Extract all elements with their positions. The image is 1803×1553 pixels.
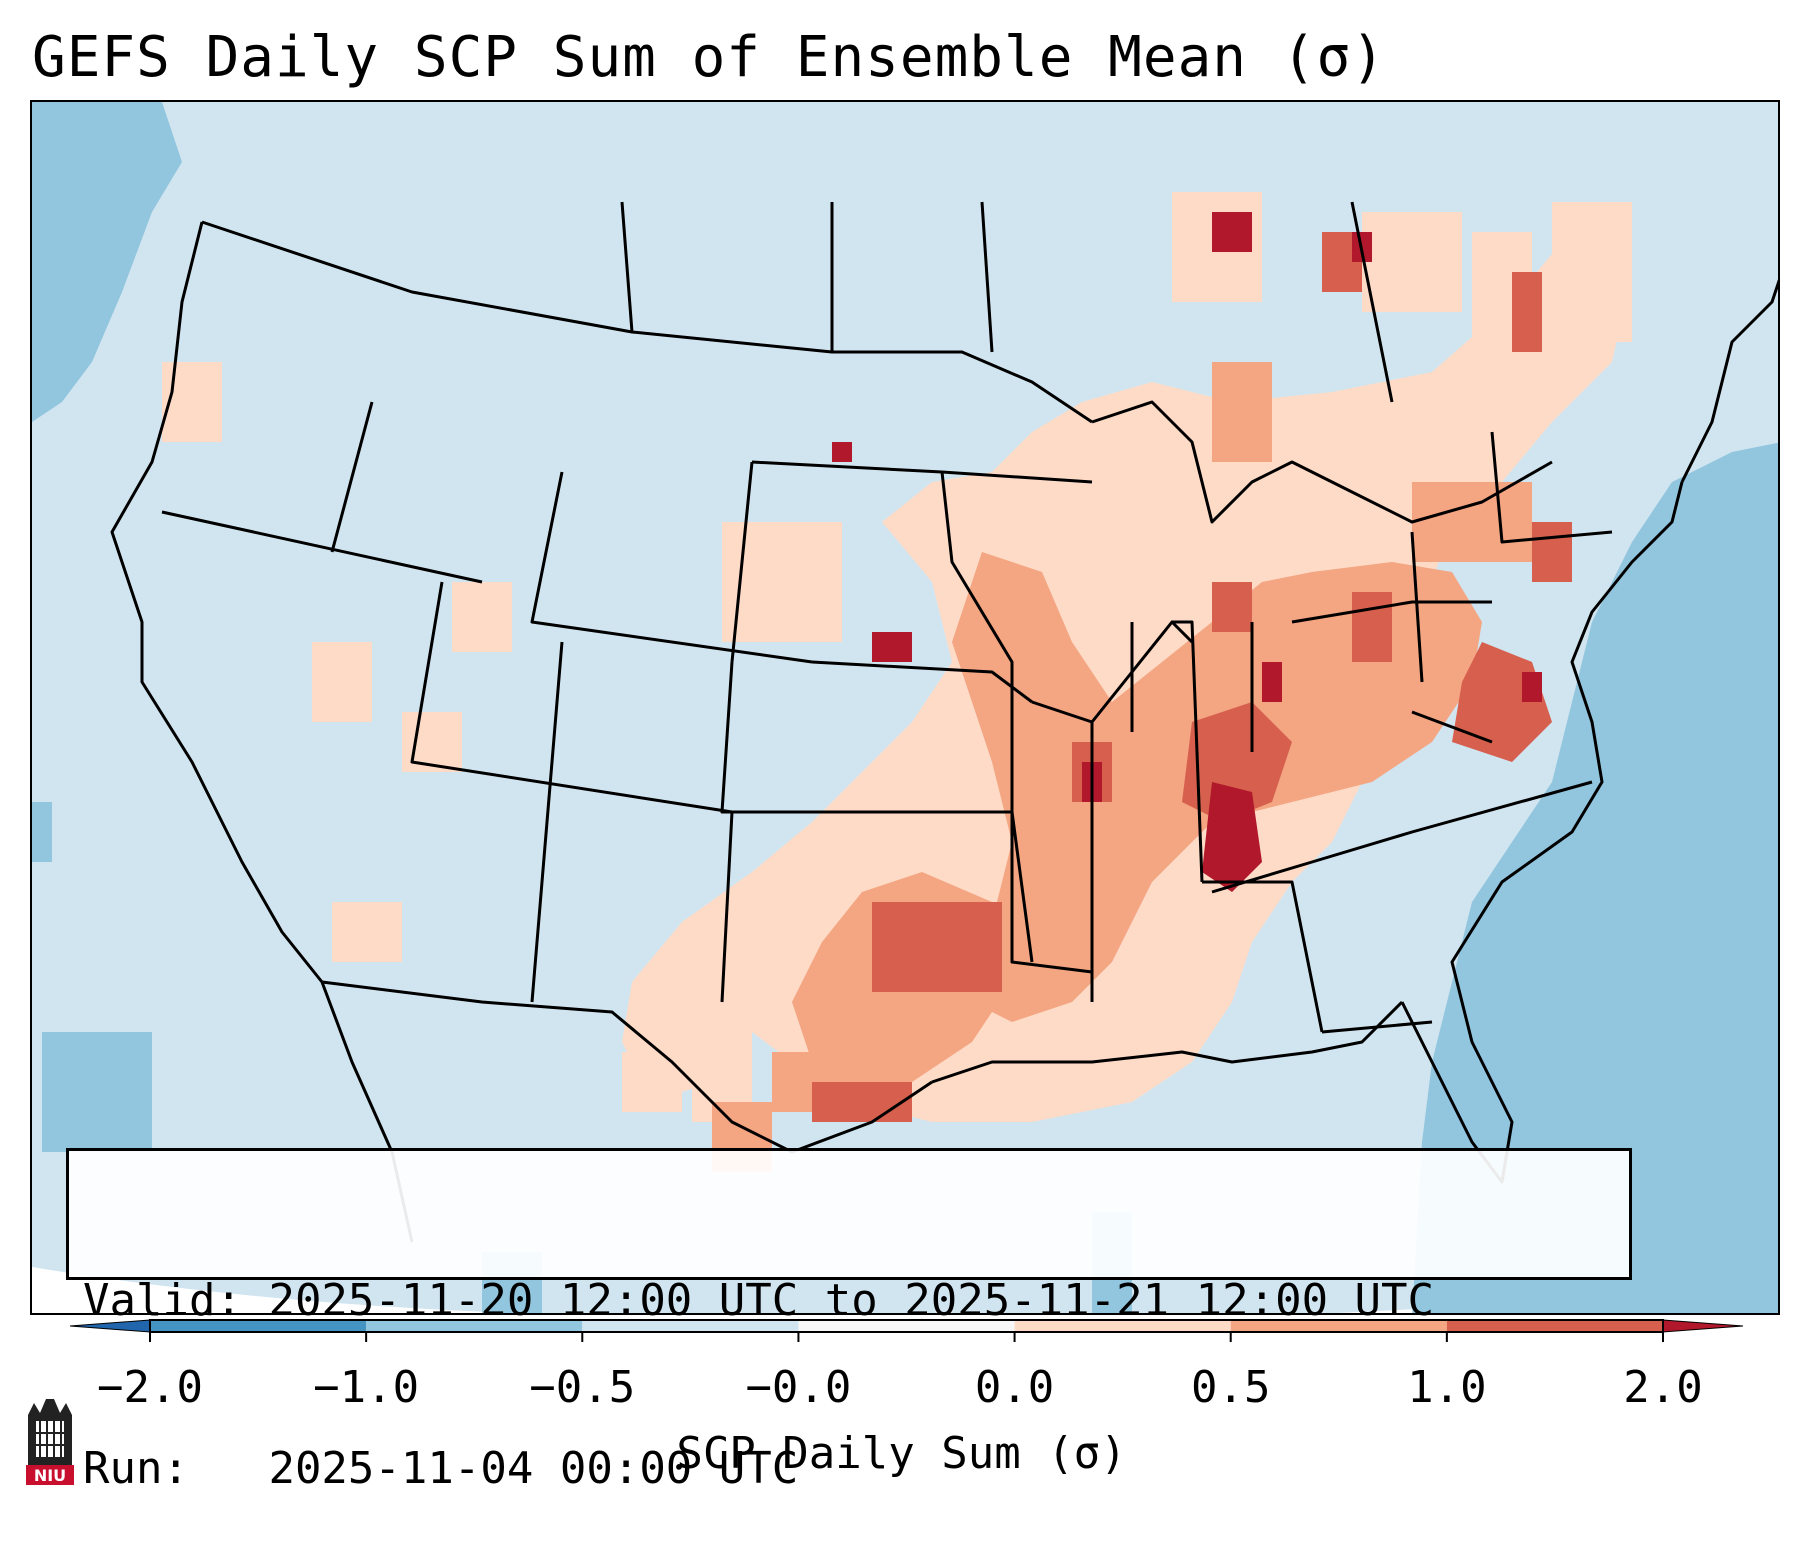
niu-logo-text: NIU bbox=[33, 1466, 67, 1485]
colorbar-bin bbox=[1014, 1320, 1231, 1332]
valid-line: Valid: 2025-11-20 12:00 UTC to 2025-11-2… bbox=[83, 1273, 1615, 1329]
positive-strong-region bbox=[812, 232, 1572, 1122]
great-lakes bbox=[1091, 400, 1553, 524]
colorbar-bin bbox=[798, 1320, 1015, 1332]
colorbar-tick-label: 2.0 bbox=[1623, 1362, 1703, 1413]
west-coast bbox=[110, 221, 414, 1243]
mexico-border bbox=[321, 980, 933, 1154]
colorbar-label: SCP Daily Sum (σ) bbox=[676, 1428, 1127, 1479]
valid-value: 2025-11-20 12:00 UTC to 2025-11-21 12:00… bbox=[268, 1275, 1435, 1326]
colorbar bbox=[69, 1319, 1744, 1342]
colorbar-outline bbox=[149, 1319, 1664, 1333]
colorbar-bin bbox=[1446, 1320, 1663, 1332]
valid-label: Valid: bbox=[83, 1275, 242, 1326]
map-title: GEFS Daily SCP Sum of Ensemble Mean (σ) bbox=[32, 25, 1386, 90]
colorbar-bin bbox=[150, 1320, 367, 1332]
run-value: 2025-11-04 00:00 UTC bbox=[268, 1443, 799, 1494]
boundaries bbox=[110, 201, 1778, 1243]
colorbar-tick-label: −0.5 bbox=[529, 1362, 636, 1413]
colorbar-tick-label: 1.0 bbox=[1407, 1362, 1487, 1413]
colorbar-extend-high bbox=[1662, 1319, 1744, 1333]
gulf-coast bbox=[931, 1000, 1404, 1084]
colorbar-bin bbox=[582, 1320, 799, 1332]
colorbar-tick-label: −0.0 bbox=[745, 1362, 852, 1413]
run-label: Run: bbox=[83, 1443, 189, 1494]
colorbar-tick-label: −2.0 bbox=[97, 1362, 203, 1413]
colorbar-bin bbox=[1230, 1320, 1447, 1332]
niu-logo-icon bbox=[26, 1399, 74, 1485]
colorbar-tick-label: 0.0 bbox=[974, 1362, 1055, 1413]
positive-extreme-region bbox=[832, 212, 1542, 892]
projection-edge bbox=[32, 1267, 515, 1313]
map-panel bbox=[30, 100, 1780, 1315]
colorbar-tick-label: 0.5 bbox=[1190, 1362, 1271, 1413]
scp-field-map bbox=[32, 102, 1778, 1313]
colorbar-extend-low bbox=[69, 1319, 151, 1333]
colorbar-tick-label: −1.0 bbox=[313, 1362, 420, 1413]
colorbar-bin bbox=[366, 1320, 583, 1332]
pacific-negative-region bbox=[32, 102, 182, 1152]
valid-run-info-box: Valid: 2025-11-20 12:00 UTC to 2025-11-2… bbox=[66, 1148, 1632, 1494]
northeast-coast bbox=[1680, 279, 1778, 483]
run-line: Run: 2025-11-04 00:00 UTC bbox=[83, 1441, 1615, 1497]
